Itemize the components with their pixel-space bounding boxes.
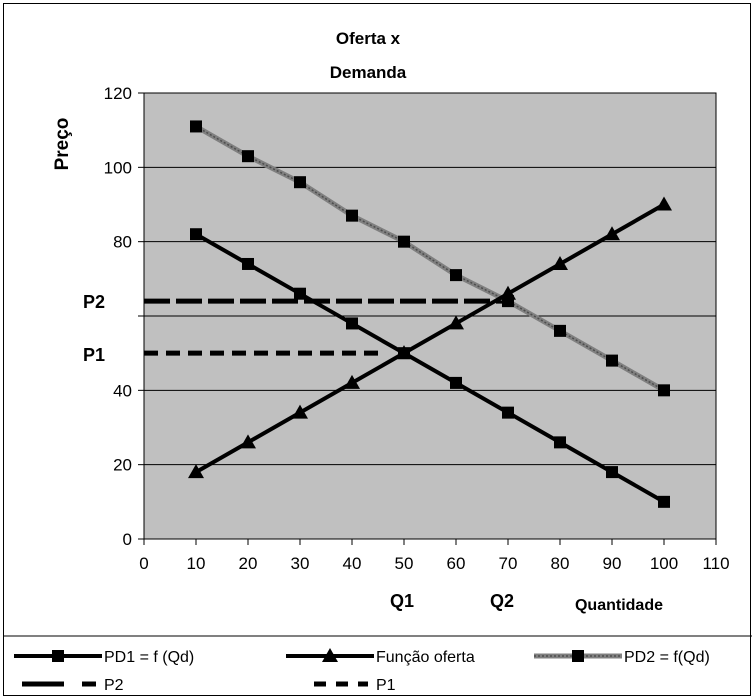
series-1-line: [195, 202, 665, 474]
annotation-q1: Q1: [390, 591, 414, 611]
series-2-point-20: [242, 150, 254, 163]
series-0-point-40: [346, 317, 358, 330]
y-axis-label: Preço: [52, 118, 73, 171]
legend-marker-2: [572, 650, 584, 662]
series-2-point-80: [554, 324, 566, 337]
legend-item-2: PD2 = f(Qd): [534, 649, 710, 666]
legend-item-4: P1: [314, 677, 396, 694]
legend: PD1 = f (Qd) Função oferta PD2 = f(Qd) P2 P1: [4, 635, 752, 694]
legend-item-3: P2: [22, 677, 124, 694]
series-1-point-40: [344, 374, 360, 389]
series-2-point-10: [190, 120, 202, 133]
y-tick-label-40: 40: [113, 381, 132, 400]
y-tick-label-120: 120: [104, 84, 132, 103]
series-2-point-30: [294, 176, 306, 189]
series-1-point-20: [240, 434, 256, 449]
series-1-point-30: [292, 404, 308, 419]
legend-item-1: Função oferta: [286, 648, 475, 666]
x-tick-label-10: 10: [187, 554, 206, 573]
x-tick-label-60: 60: [447, 554, 466, 573]
series-0-point-10: [190, 228, 202, 241]
annotation-p1: P1: [83, 345, 105, 365]
x-tick-label-20: 20: [239, 554, 258, 573]
series-1-point-10: [188, 464, 204, 479]
plot-area: 0 10 20 30 40 50 60 70 80 90 100 110 0 20 40 80 100 120: [104, 84, 730, 573]
legend-label-2: PD2 = f(Qd): [624, 649, 710, 666]
series-2-point-50: [398, 235, 410, 248]
x-tick-label-90: 90: [603, 554, 622, 573]
series-0-point-100: [658, 495, 670, 508]
series-0-line: [195, 232, 665, 504]
series-0-point-90: [606, 466, 618, 479]
x-tick-label-50: 50: [395, 554, 414, 573]
annotation-p2: P2: [83, 292, 105, 312]
x-tick-label-40: 40: [343, 554, 362, 573]
series-0-point-20: [242, 257, 254, 270]
series-2-point-90: [606, 354, 618, 367]
y-tick-label-100: 100: [104, 158, 132, 177]
series-0-point-80: [554, 436, 566, 449]
chart-title-line-2: Demanda: [330, 63, 407, 82]
x-tick-label-0: 0: [139, 554, 148, 573]
series-1-point-100: [656, 196, 672, 211]
x-tick-label-110: 110: [702, 554, 729, 573]
legend-marker-0: [52, 650, 64, 662]
legend-label-3: P2: [104, 677, 124, 694]
series-1-point-90: [604, 226, 620, 241]
y-tick-label-0: 0: [123, 530, 132, 549]
x-tick-label-100: 100: [650, 554, 678, 573]
series-1-point-50: [396, 345, 412, 360]
x-tick-label-30: 30: [291, 554, 310, 573]
series-1-point-70: [500, 285, 516, 300]
x-axis-label: Quantidade: [575, 597, 663, 614]
y-tick-label-20: 20: [113, 456, 132, 475]
series-1-point-60: [448, 315, 464, 330]
legend-label-4: P1: [376, 677, 396, 694]
legend-label-1: Função oferta: [376, 649, 475, 666]
series-2-line-texture: [195, 125, 665, 391]
series-0-point-60: [450, 376, 462, 389]
series-2-point-60: [450, 269, 462, 282]
series-2-point-100: [658, 384, 670, 397]
legend-item-0: PD1 = f (Qd): [14, 649, 194, 666]
series-0-point-30: [294, 287, 306, 300]
y-tick-label-80: 80: [113, 233, 132, 252]
series-0-point-70: [502, 406, 514, 419]
x-tick-label-80: 80: [551, 554, 570, 573]
annotation-q2: Q2: [490, 591, 514, 611]
legend-marker-1: [322, 648, 338, 662]
chart-frame: Oferta x Demanda Preço Quantidade P2 P1 …: [3, 3, 752, 696]
x-tick-label-70: 70: [499, 554, 518, 573]
series-2-point-40: [346, 209, 358, 222]
chart-svg: Oferta x Demanda Preço Quantidade P2 P1 …: [4, 29, 752, 694]
legend-label-0: PD1 = f (Qd): [104, 649, 194, 666]
chart-title-line-1: Oferta x: [336, 29, 401, 48]
series-1-point-80: [552, 255, 568, 270]
